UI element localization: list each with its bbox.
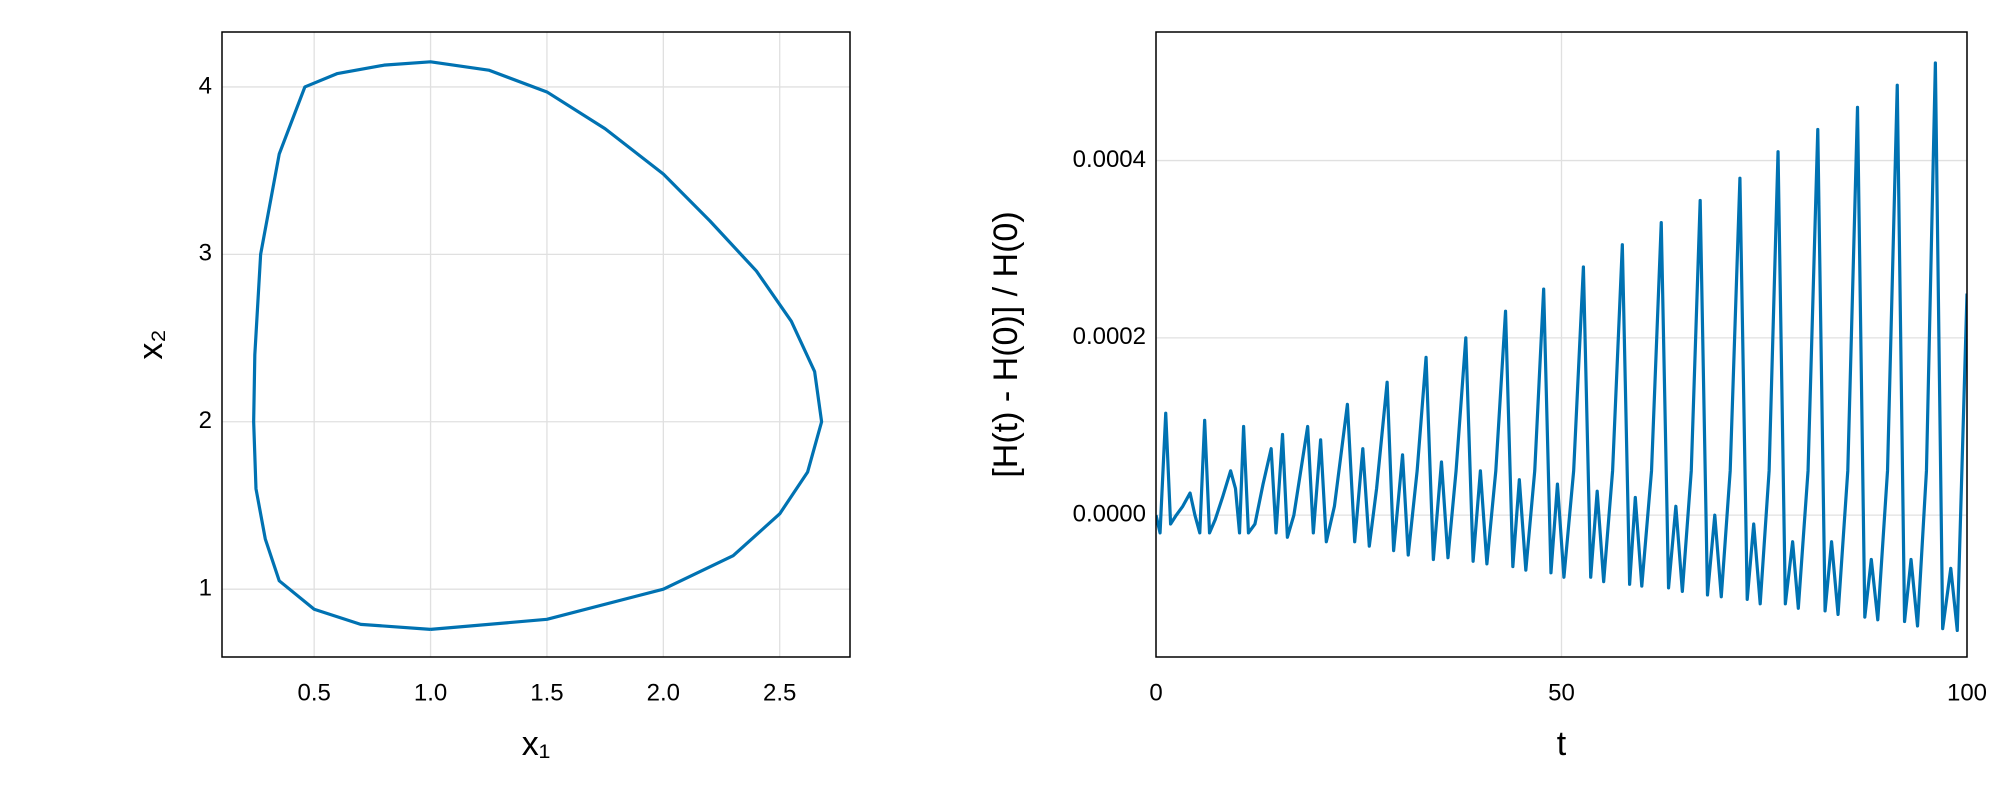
y-tick-label: 0.0002 bbox=[1073, 323, 1146, 350]
x-tick-label: 1.0 bbox=[414, 679, 447, 706]
plot-frame bbox=[1155, 31, 1968, 658]
y-tick-label: 0.0000 bbox=[1073, 500, 1146, 527]
x-tick-label: 0 bbox=[1149, 679, 1162, 706]
x-axis-label: t bbox=[1557, 725, 1567, 763]
x-tick-label: 2.5 bbox=[763, 679, 796, 706]
y-tick-label: 0.0004 bbox=[1073, 146, 1146, 173]
data-line bbox=[1156, 61, 1967, 632]
x-axis-label: x₁ bbox=[522, 725, 550, 763]
x-tick-label: 2.0 bbox=[647, 679, 680, 706]
y-tick-label: 4 bbox=[199, 72, 212, 99]
x-tick-label: 0.5 bbox=[297, 679, 330, 706]
y-axis-label: x₂ bbox=[132, 329, 170, 359]
y-tick-label: 3 bbox=[199, 240, 212, 267]
y-tick-label: 1 bbox=[199, 575, 212, 602]
x-tick-label: 100 bbox=[1947, 679, 1987, 706]
x-tick-label: 50 bbox=[1548, 679, 1575, 706]
plot-frame bbox=[221, 31, 851, 658]
y-tick-label: 2 bbox=[199, 407, 212, 434]
data-line bbox=[252, 60, 824, 631]
y-axis-label: [H(t) - H(0)] / H(0) bbox=[987, 211, 1025, 477]
x-tick-label: 1.5 bbox=[530, 679, 563, 706]
